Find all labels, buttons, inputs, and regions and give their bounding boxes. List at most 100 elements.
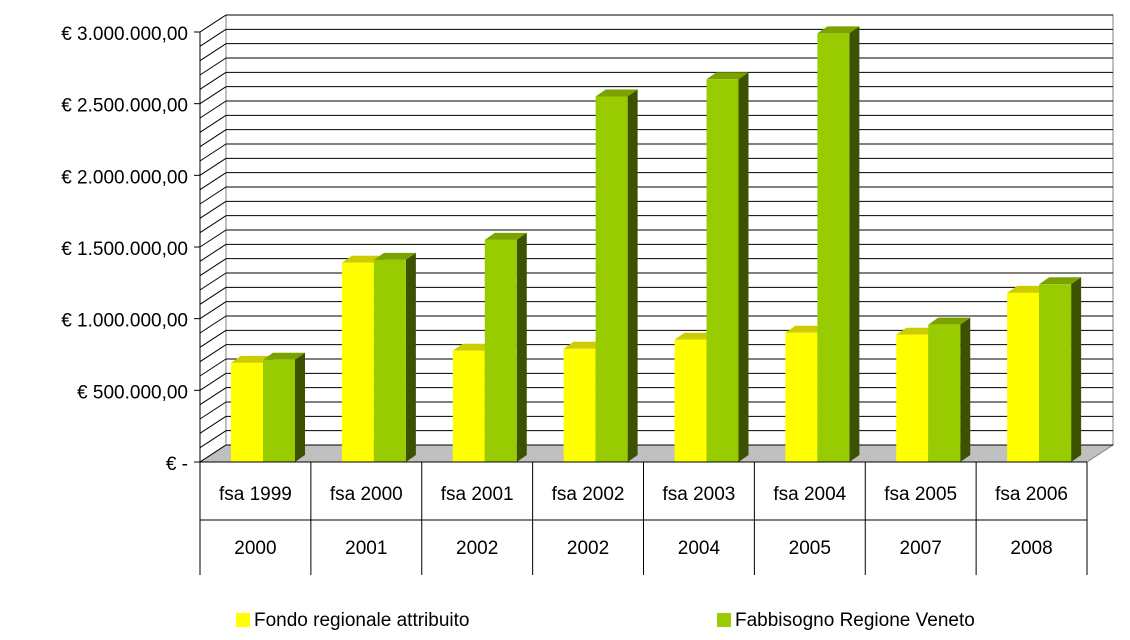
bar-top	[452, 343, 495, 351]
y-tick-label: € 2.500.000,00	[61, 96, 188, 117]
y-tick-label: € 2.000.000,00	[61, 167, 188, 188]
bar	[674, 339, 707, 462]
bar-top	[341, 255, 384, 263]
bar-top	[484, 232, 527, 240]
grid-line	[199, 86, 227, 105]
bar	[595, 96, 628, 462]
x-group-label: 2002	[456, 538, 498, 559]
minor-grid-line	[199, 329, 227, 348]
minor-grid-line	[199, 28, 227, 47]
bar-side	[1071, 277, 1082, 462]
x-tick-label: fsa 2000	[330, 484, 403, 505]
minor-grid-line	[199, 258, 227, 277]
bar-side	[516, 232, 527, 462]
bar-top	[1007, 285, 1050, 293]
minor-grid-line	[199, 272, 227, 291]
bar-top	[896, 327, 939, 335]
grid-line	[199, 14, 227, 33]
x-tick-label: fsa 2006	[995, 484, 1068, 505]
bar-top	[231, 355, 273, 363]
bar	[341, 262, 374, 462]
bar	[263, 359, 295, 462]
minor-grid-line	[199, 315, 227, 334]
bar-top	[928, 317, 971, 325]
legend-label: Fabbisogno Regione Veneto	[735, 610, 975, 631]
y-tick-label: € -	[166, 454, 188, 475]
y-tick-label: € 1.500.000,00	[61, 239, 188, 260]
bar-top	[595, 89, 638, 97]
bar	[896, 334, 929, 462]
minor-grid-line	[199, 71, 227, 90]
y-tick-label: € 1.000.000,00	[61, 311, 188, 332]
x-group-label: 2002	[567, 538, 609, 559]
bar-top	[706, 72, 749, 80]
x-group-label: 2001	[345, 538, 387, 559]
bar-top	[373, 252, 416, 260]
grid-line	[199, 229, 227, 248]
bar	[563, 348, 596, 462]
bar	[452, 350, 485, 462]
legend-label: Fondo regionale attribuito	[254, 610, 469, 631]
bar-top	[817, 26, 860, 34]
bar-top	[1039, 277, 1082, 285]
minor-grid-line	[199, 215, 227, 234]
bar-top	[563, 341, 606, 349]
grid-line	[199, 444, 227, 463]
x-group-label: 2008	[1010, 538, 1052, 559]
bar	[928, 324, 961, 462]
bar-side	[960, 317, 971, 462]
grid-line	[199, 157, 227, 176]
grid-line	[199, 301, 227, 320]
x-tick-label: fsa 2002	[552, 484, 625, 505]
minor-grid-line	[199, 430, 227, 449]
minor-grid-line	[199, 358, 227, 377]
x-tick-label: fsa 2003	[662, 484, 735, 505]
minor-grid-line	[199, 200, 227, 219]
minor-grid-line	[199, 43, 227, 62]
x-tick-label: fsa 2001	[441, 484, 514, 505]
bar	[785, 332, 818, 462]
bar	[1039, 284, 1072, 462]
bar-side	[738, 72, 749, 463]
minor-grid-line	[199, 387, 227, 406]
bar-side	[295, 352, 305, 462]
minor-grid-line	[199, 172, 227, 191]
x-group-label: 2007	[900, 538, 942, 559]
minor-grid-line	[199, 129, 227, 148]
x-group-label: 2005	[789, 538, 831, 559]
minor-grid-line	[199, 401, 227, 420]
minor-grid-line	[199, 100, 227, 119]
bar-side	[849, 26, 860, 463]
legend-swatch	[236, 613, 250, 627]
grid-line	[199, 372, 227, 391]
y-tick-label: € 500.000,00	[77, 382, 188, 403]
bar	[373, 259, 406, 462]
bar	[817, 33, 850, 462]
bar-top	[263, 352, 305, 360]
minor-grid-line	[199, 114, 227, 133]
y-tick-label: € 3.000.000,00	[61, 24, 188, 45]
bar	[231, 362, 263, 462]
floor	[198, 444, 1115, 463]
bar-top	[674, 332, 717, 340]
minor-grid-line	[199, 57, 227, 76]
bar	[484, 239, 517, 462]
x-group-label: 2000	[234, 538, 276, 559]
bar	[1007, 292, 1040, 462]
minor-grid-line	[199, 286, 227, 305]
bar-side	[627, 89, 638, 462]
minor-grid-line	[199, 186, 227, 205]
bar-side	[405, 252, 416, 462]
minor-grid-line	[199, 344, 227, 363]
minor-grid-line	[199, 415, 227, 434]
minor-grid-line	[199, 143, 227, 162]
bar-top	[785, 325, 828, 333]
x-tick-label: fsa 2005	[884, 484, 957, 505]
x-tick-label: fsa 2004	[773, 484, 846, 505]
minor-grid-line	[199, 243, 227, 262]
x-tick-label: fsa 1999	[219, 484, 292, 505]
legend-swatch	[717, 613, 731, 627]
bar	[706, 79, 739, 463]
x-group-label: 2004	[678, 538, 721, 559]
